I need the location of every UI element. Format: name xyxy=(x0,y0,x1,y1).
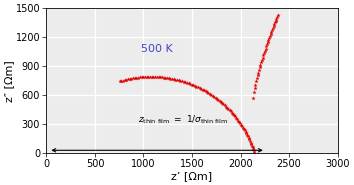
Text: $z_{\mathregular{thin\ film}}\ =\ 1/\sigma_{\mathregular{thin\ film}}$: $z_{\mathregular{thin\ film}}\ =\ 1/\sig… xyxy=(138,114,228,126)
X-axis label: z’ [Ωm]: z’ [Ωm] xyxy=(171,171,212,181)
Text: 500 K: 500 K xyxy=(141,44,173,54)
Y-axis label: z″ [Ωm]: z″ [Ωm] xyxy=(4,60,14,102)
